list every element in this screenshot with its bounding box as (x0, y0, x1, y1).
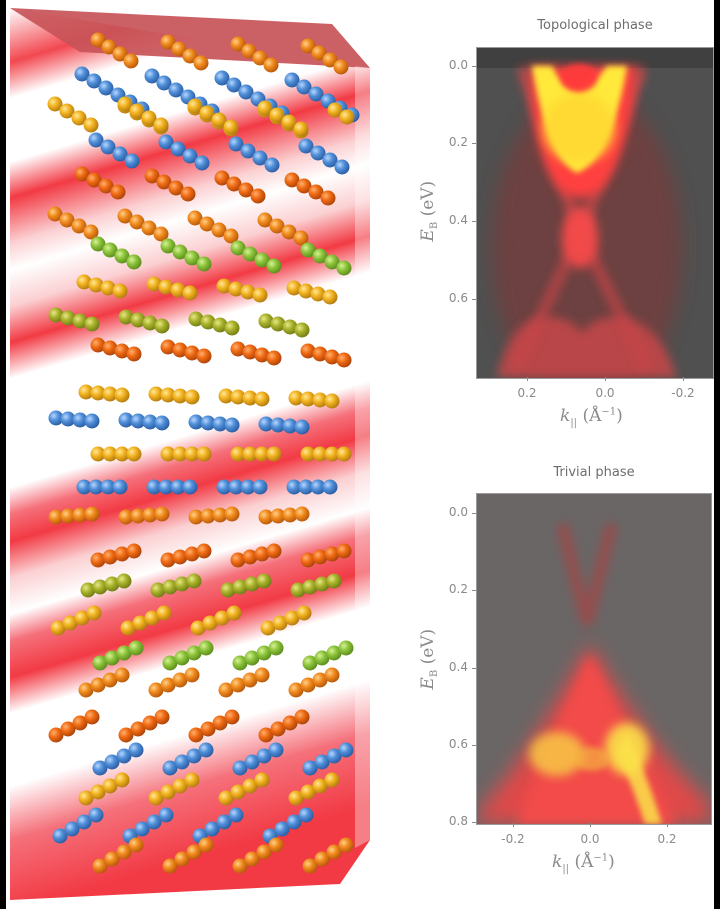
trivial-phase-plot (476, 493, 712, 825)
ytick-mark (472, 513, 476, 514)
ytick-label: 0.6 (448, 291, 468, 305)
ytick-mark (472, 745, 476, 746)
ytick-label: 0.2 (448, 582, 468, 596)
crystal-structure-illustration (10, 8, 370, 900)
ytick-label: 0.2 (448, 135, 468, 149)
ytick-mark (472, 221, 476, 222)
xtick-label: 0.2 (657, 832, 677, 846)
xtick-mark (605, 377, 606, 381)
xtick-mark (683, 377, 684, 381)
ytick-mark (472, 66, 476, 67)
ytick-mark (472, 299, 476, 300)
trivial-phase-title: Trivial phase (553, 465, 635, 480)
x-axis-label: k|| (Å−1) (560, 406, 623, 429)
atom-chains (47, 32, 360, 874)
xtick-label: -0.2 (501, 832, 525, 846)
xtick-label: 0.2 (517, 386, 537, 400)
xtick-label: 0.0 (595, 386, 615, 400)
ytick-mark (472, 822, 476, 823)
x-axis-label: k|| (Å−1) (552, 852, 615, 875)
ytick-label: 0.4 (448, 660, 468, 674)
ytick-label: 0.6 (448, 737, 468, 751)
ytick-label: 0.0 (448, 505, 468, 519)
xtick-mark (667, 823, 668, 827)
ytick-mark (472, 143, 476, 144)
prism-top-face (10, 8, 370, 68)
xtick-mark (527, 377, 528, 381)
y-axis-label: EB (eV) (417, 628, 441, 690)
ytick-label: 0.8 (448, 814, 468, 828)
ytick-label: 0.4 (448, 213, 468, 227)
ytick-mark (472, 590, 476, 591)
topological-phase-title: Topological phase (537, 18, 653, 33)
xtick-label: 0.0 (580, 832, 600, 846)
xtick-mark (590, 823, 591, 827)
xtick-label: -0.2 (671, 386, 695, 400)
xtick-mark (513, 823, 514, 827)
ytick-label: 0.0 (448, 58, 468, 72)
right-border (714, 0, 720, 909)
ytick-mark (472, 668, 476, 669)
topological-phase-plot (476, 47, 714, 379)
y-axis-label: EB (eV) (417, 180, 441, 242)
left-border (0, 0, 6, 909)
